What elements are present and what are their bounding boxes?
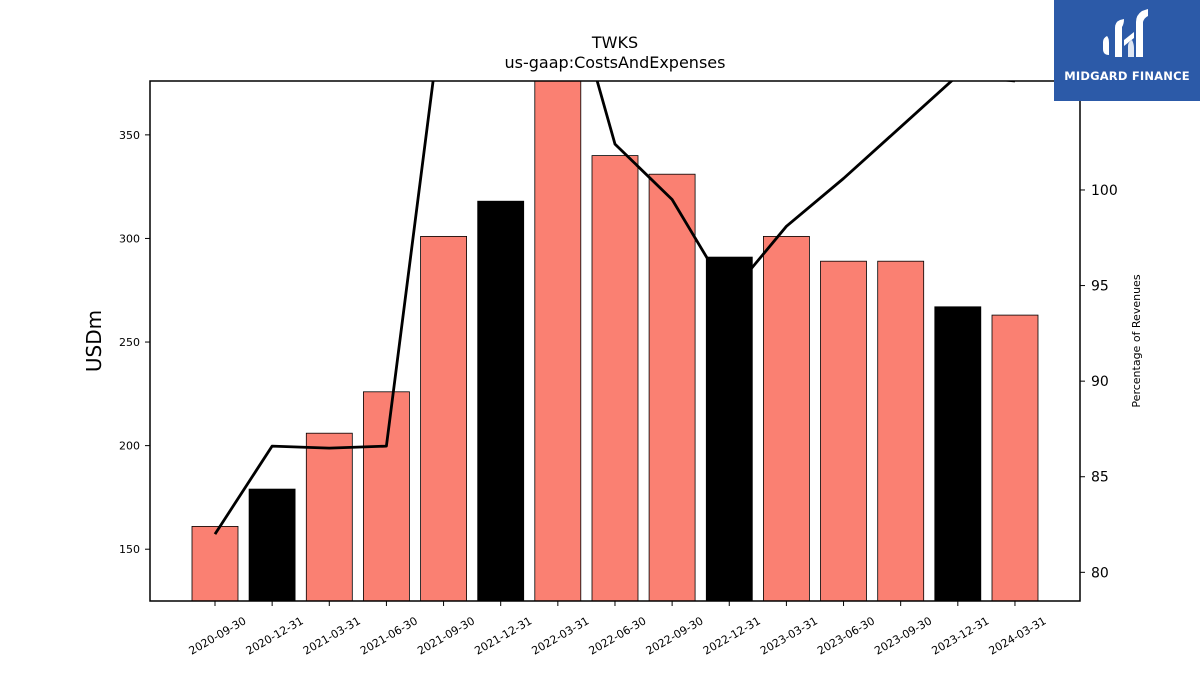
y-axis-right: 80 85 90 95 100 (1080, 183, 1118, 581)
x-axis: 2020-09-302020-12-312021-03-312021-06-30… (187, 601, 1049, 658)
line-group (213, 81, 1015, 535)
y2-tick-label: 90 (1091, 374, 1109, 390)
bar-2023-09-30 (877, 260, 925, 601)
bar-2023-12-31 (934, 306, 982, 601)
y2-tick-label: 100 (1091, 183, 1118, 199)
y-tick-label: 300 (119, 232, 140, 245)
bar-2021-03-31 (305, 432, 353, 601)
bar-2021-09-30 (420, 235, 468, 601)
y-tick-label: 150 (119, 543, 140, 556)
y-axis-left: 150 200 250 300 350 (119, 129, 150, 556)
bar-2023-06-30 (820, 260, 867, 601)
chart-subtitle: us-gaap:CostsAndExpenses (505, 53, 726, 72)
chart-title: TWKS (591, 33, 638, 52)
x-tick-label: 2024-03-31 (987, 614, 1049, 657)
bar-2020-09-30 (191, 526, 239, 601)
y2-tick-label: 95 (1091, 279, 1109, 295)
bar-2022-09-30 (648, 173, 696, 601)
percentage-line (213, 81, 1015, 535)
x-tick-label: 2022-03-31 (529, 614, 591, 657)
bar-2020-12-31 (248, 488, 296, 601)
y-tick-label: 250 (119, 336, 140, 349)
y-axis-label: USDm (82, 310, 106, 372)
x-tick-label: 2021-12-31 (472, 614, 534, 657)
bar-2024-03-31 (991, 314, 1039, 601)
x-tick-label: 2022-06-30 (587, 614, 649, 657)
y2-tick-label: 85 (1091, 470, 1109, 486)
x-tick-label: 2021-03-31 (301, 614, 363, 657)
y-tick-label: 200 (119, 440, 140, 453)
y-tick-label: 350 (119, 129, 140, 142)
x-tick-label: 2023-09-30 (872, 614, 934, 657)
x-tick-label: 2021-06-30 (358, 614, 420, 657)
bar-2022-12-31 (705, 256, 753, 601)
x-tick-label: 2022-09-30 (644, 614, 706, 657)
logo-text: MIDGARD FINANCE (1064, 69, 1190, 83)
x-tick-label: 2020-09-30 (187, 614, 249, 657)
x-tick-label: 2021-09-30 (415, 614, 477, 657)
x-tick-label: 2023-12-31 (929, 614, 991, 657)
x-tick-label: 2022-12-31 (701, 614, 763, 657)
bar-2022-03-31 (534, 81, 582, 601)
y2-axis-label: Percentage of Revenues (1130, 274, 1143, 407)
y2-tick-label: 80 (1091, 565, 1109, 581)
bars-group (191, 81, 1039, 601)
x-tick-label: 2020-12-31 (244, 614, 306, 657)
bar-2021-12-31 (477, 200, 525, 601)
bar-2021-06-30 (362, 391, 410, 601)
bar-2023-03-31 (763, 235, 810, 601)
bar-2022-06-30 (591, 155, 639, 601)
logo: MIDGARD FINANCE (1054, 0, 1200, 101)
x-tick-label: 2023-03-31 (758, 614, 820, 657)
logo-mark-icon (1103, 9, 1148, 57)
x-tick-label: 2023-06-30 (815, 614, 877, 657)
